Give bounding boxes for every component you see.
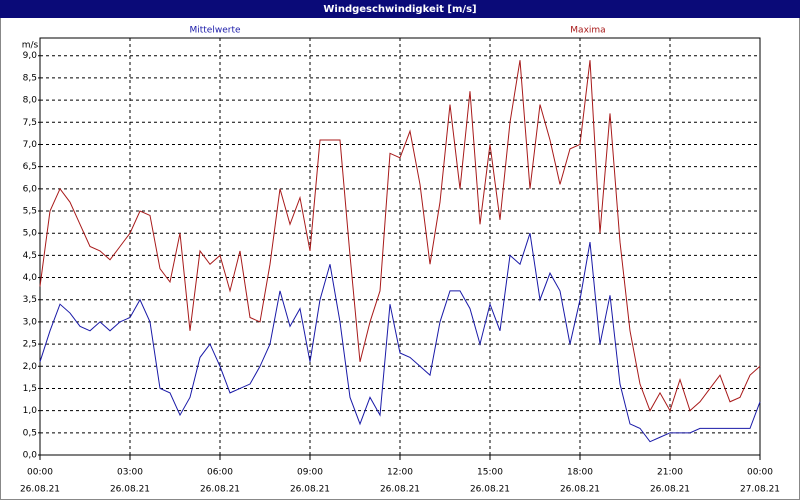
y-tick-label: 0,5	[23, 428, 37, 438]
y-tick-label: 4,0	[23, 273, 38, 283]
y-tick-label: 5,5	[23, 207, 37, 217]
x-tick-label: 03:00	[117, 468, 143, 478]
x-tick-date: 26.08.21	[200, 485, 240, 495]
x-tick-date: 26.08.21	[380, 485, 420, 495]
y-tick-label: 8,5	[23, 73, 37, 83]
chart-title: Windgeschwindigkeit [m/s]	[323, 4, 476, 15]
y-tick-label: 6,5	[23, 162, 37, 172]
y-tick-label: 1,0	[23, 406, 38, 416]
y-tick-label: 2,5	[23, 340, 37, 350]
y-tick-label: 5,0	[23, 229, 38, 239]
y-tick-label: 7,0	[23, 140, 38, 150]
x-tick-date: 26.08.21	[650, 485, 690, 495]
y-tick-label: 4,5	[23, 251, 37, 261]
y-tick-label: 2,0	[23, 362, 38, 372]
y-tick-label: 9,0	[23, 51, 38, 61]
data-line	[39, 60, 761, 412]
y-tick-label: 6,0	[23, 184, 38, 194]
x-tick-label: 09:00	[297, 468, 323, 478]
y-tick-label: 1,5	[23, 384, 37, 394]
x-tick-date: 26.08.21	[110, 485, 150, 495]
y-tick-label: 3,5	[23, 295, 37, 305]
x-tick-label: 21:00	[657, 468, 683, 478]
x-tick-date: 26.08.21	[20, 485, 60, 495]
x-tick-date: 26.08.21	[470, 485, 510, 495]
x-tick-date: 26.08.21	[560, 485, 600, 495]
x-tick-label: 00:00	[27, 468, 53, 478]
y-tick-label: 7,5	[23, 118, 37, 128]
y-axis-label: m/s	[22, 41, 39, 51]
y-tick-label: 3,0	[23, 317, 38, 327]
title-bar	[0, 0, 800, 18]
x-tick-date: 26.08.21	[290, 485, 330, 495]
legend-entry: Mittelwerte	[189, 26, 240, 36]
x-tick-label: 15:00	[477, 468, 503, 478]
x-tick-label: 06:00	[207, 468, 233, 478]
y-tick-label: 8,0	[23, 96, 38, 106]
y-tick-label: 0,0	[23, 451, 38, 461]
x-tick-label: 00:00	[747, 468, 773, 478]
x-tick-label: 12:00	[387, 468, 413, 478]
x-tick-date: 27.08.21	[740, 485, 780, 495]
x-tick-label: 18:00	[567, 468, 593, 478]
legend-entry: Maxima	[570, 26, 605, 36]
data-line	[39, 233, 761, 443]
